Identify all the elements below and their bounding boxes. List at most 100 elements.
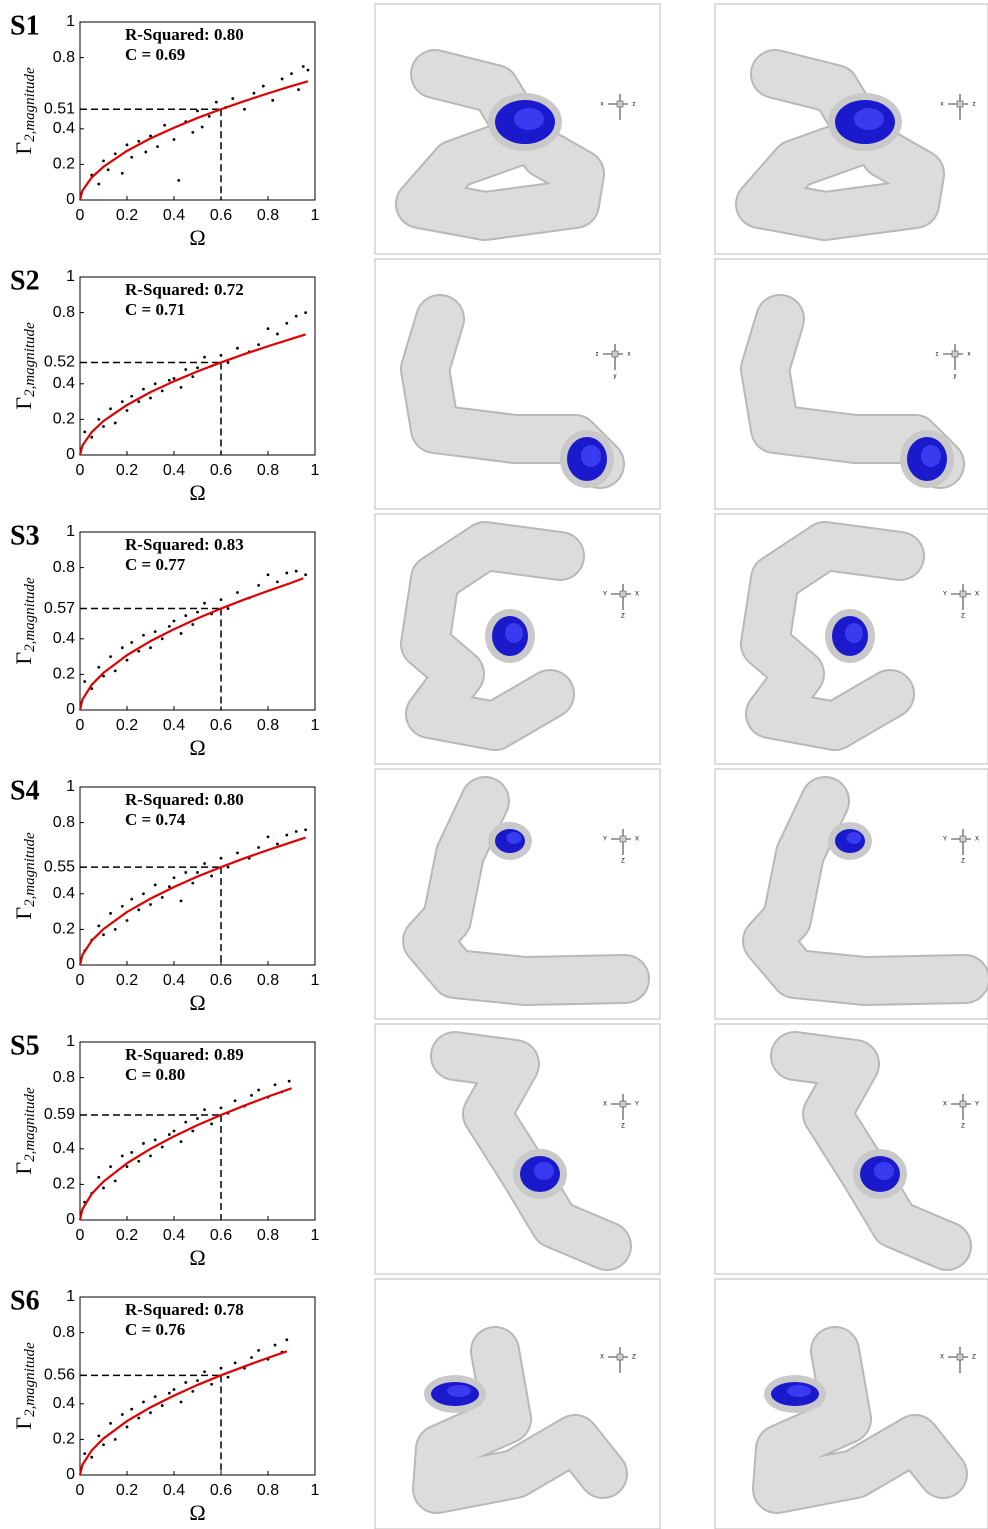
vessel bbox=[414, 1328, 626, 1512]
y-tick-label: 0.8 bbox=[53, 304, 75, 321]
x-tick-label: 0.6 bbox=[210, 1227, 232, 1244]
data-point bbox=[153, 382, 157, 386]
y-tick-label: 0.2 bbox=[53, 1431, 75, 1448]
y-tick-label: 0 bbox=[66, 1211, 75, 1228]
data-point bbox=[125, 143, 129, 147]
y-tick-label: 0.8 bbox=[53, 814, 75, 831]
data-point bbox=[191, 130, 195, 134]
data-point bbox=[109, 1421, 112, 1425]
annotation: C = 0.77 bbox=[125, 555, 186, 574]
y-axis-label: Γ2,magnitude bbox=[11, 322, 38, 410]
data-point bbox=[142, 633, 145, 637]
data-point bbox=[156, 145, 159, 149]
data-point bbox=[196, 366, 199, 370]
x-tick-label: 0.4 bbox=[163, 1482, 185, 1499]
data-point bbox=[125, 658, 129, 662]
annotation: R-Squared: 0.89 bbox=[125, 1045, 244, 1064]
data-point bbox=[160, 1404, 164, 1407]
annotation: C = 0.80 bbox=[125, 1065, 185, 1084]
triad-label: Z bbox=[961, 1124, 965, 1130]
data-point bbox=[252, 91, 256, 95]
data-point bbox=[179, 1140, 183, 1144]
data-point bbox=[184, 871, 188, 874]
data-point bbox=[287, 1079, 291, 1083]
data-point bbox=[179, 899, 183, 903]
panel-label: S5 bbox=[10, 1030, 40, 1061]
y-tick-label: 0.57 bbox=[44, 600, 75, 617]
x-tick-label: 0.6 bbox=[210, 207, 232, 224]
triad-label: z bbox=[936, 352, 939, 358]
data-point bbox=[219, 856, 223, 860]
x-tick-label: 0.2 bbox=[116, 972, 138, 989]
data-point bbox=[261, 84, 265, 88]
annotation: C = 0.76 bbox=[125, 1320, 185, 1339]
region-shade bbox=[846, 832, 862, 844]
y-tick-label: 0.8 bbox=[53, 49, 75, 66]
y-axis-label: Γ2,magnitude bbox=[11, 1087, 38, 1175]
data-point bbox=[179, 1400, 183, 1404]
x-axis-label: Ω bbox=[189, 1500, 205, 1525]
data-point bbox=[97, 665, 101, 669]
triad-label: x bbox=[601, 102, 604, 108]
triad-label: X bbox=[635, 837, 639, 843]
render-panel: z x y bbox=[374, 258, 661, 510]
data-point bbox=[226, 865, 230, 869]
triad-label: Y bbox=[603, 592, 607, 598]
data-point bbox=[113, 669, 117, 673]
data-point bbox=[210, 1122, 214, 1126]
data-point bbox=[276, 842, 279, 846]
data-point bbox=[304, 311, 307, 314]
triad-label: z bbox=[596, 352, 599, 358]
data-point bbox=[172, 1129, 176, 1133]
x-tick-label: 0.8 bbox=[257, 717, 279, 734]
data-point bbox=[177, 179, 181, 182]
region-shade bbox=[514, 108, 544, 130]
plot-area bbox=[79, 276, 316, 456]
triad-label: x bbox=[628, 352, 631, 358]
data-point bbox=[102, 1443, 105, 1447]
data-point bbox=[125, 1165, 129, 1168]
y-tick-label: 0.55 bbox=[44, 858, 75, 875]
data-point bbox=[113, 421, 117, 425]
data-point bbox=[130, 640, 134, 644]
triad-cube bbox=[611, 350, 619, 358]
data-point bbox=[172, 619, 176, 623]
data-point bbox=[207, 114, 211, 118]
data-point bbox=[184, 614, 188, 618]
x-tick-label: 0.2 bbox=[116, 1482, 138, 1499]
render-panel: Y X Z bbox=[374, 513, 661, 765]
fit-curve bbox=[78, 836, 306, 966]
region-shade bbox=[874, 1162, 894, 1180]
data-point bbox=[167, 378, 171, 382]
data-point bbox=[113, 1438, 117, 1441]
y-axis-subscript: 2,magnitude bbox=[22, 322, 38, 397]
data-point bbox=[271, 98, 275, 102]
data-point bbox=[306, 68, 310, 72]
triad-label: X bbox=[975, 592, 979, 598]
data-point bbox=[102, 159, 105, 163]
data-point bbox=[273, 1083, 277, 1087]
x-tick-label: 1 bbox=[311, 1227, 320, 1244]
triad-cube bbox=[616, 100, 624, 108]
data-point bbox=[196, 1379, 199, 1383]
data-point bbox=[102, 933, 105, 937]
data-point bbox=[153, 1395, 157, 1399]
data-point bbox=[120, 171, 124, 175]
triad-label: Y bbox=[975, 1102, 979, 1108]
y-axis-symbol: Γ bbox=[11, 397, 36, 410]
x-tick-label: 0.6 bbox=[210, 717, 232, 734]
data-point bbox=[191, 881, 195, 885]
scatter-panel: S1 R-Squared: 0.80C = 0.69 0 0.2 0.4 0.51 0.8 1… bbox=[10, 10, 320, 250]
annotation: R-Squared: 0.78 bbox=[125, 1300, 244, 1319]
data-point bbox=[191, 375, 195, 379]
data-point bbox=[257, 1088, 260, 1092]
data-point bbox=[276, 332, 279, 336]
vessel bbox=[772, 1033, 970, 1269]
y-tick-label: 0 bbox=[66, 1466, 75, 1483]
data-point bbox=[160, 1145, 164, 1149]
x-tick-label: 0.2 bbox=[116, 717, 138, 734]
data-point bbox=[196, 109, 199, 113]
y-tick-label: 1 bbox=[66, 268, 75, 285]
data-point bbox=[125, 1425, 129, 1429]
